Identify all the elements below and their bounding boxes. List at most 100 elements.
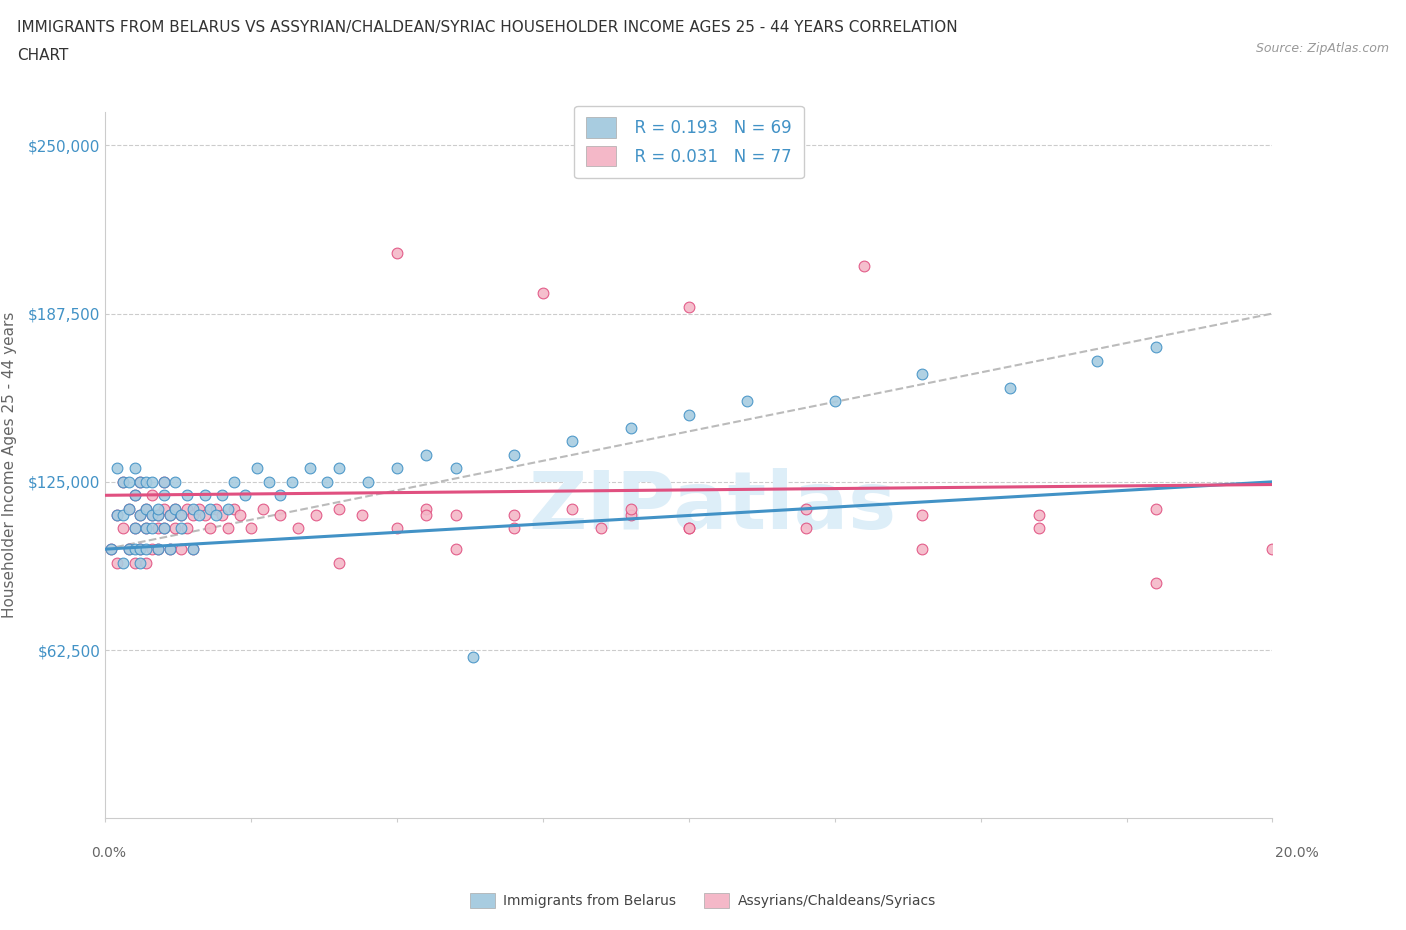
Point (170, 541, 193, 556)
Point (141, 508, 163, 523)
Point (129, 541, 152, 556)
Point (385, 246, 409, 260)
Point (146, 508, 169, 523)
Point (124, 488, 146, 503)
Point (678, 299, 700, 314)
Point (118, 501, 141, 516)
Point (181, 541, 204, 556)
Point (911, 366, 934, 381)
Point (111, 508, 134, 523)
Point (170, 508, 193, 523)
Point (385, 520, 409, 535)
Point (444, 508, 467, 523)
Point (124, 520, 146, 535)
Point (911, 541, 934, 556)
Point (328, 501, 350, 516)
Text: ZIPatlas: ZIPatlas (529, 469, 897, 547)
Point (998, 380, 1021, 395)
Point (135, 501, 157, 516)
Point (135, 520, 157, 535)
Point (100, 541, 122, 556)
Text: IMMIGRANTS FROM BELARUS VS ASSYRIAN/CHALDEAN/SYRIAC HOUSEHOLDER INCOME AGES 25 -: IMMIGRANTS FROM BELARUS VS ASSYRIAN/CHAL… (17, 20, 957, 35)
Point (194, 488, 217, 503)
Point (146, 541, 169, 556)
Point (794, 501, 817, 516)
Point (159, 541, 181, 556)
Point (281, 474, 304, 489)
Point (105, 508, 128, 523)
Point (328, 461, 350, 476)
Point (153, 520, 174, 535)
Point (503, 520, 526, 535)
Point (252, 501, 274, 516)
Point (235, 488, 257, 503)
Point (118, 541, 141, 556)
Point (181, 541, 204, 556)
Point (124, 488, 146, 503)
Point (852, 259, 875, 273)
Point (678, 520, 700, 535)
Point (269, 488, 292, 503)
Point (1028, 520, 1050, 535)
Point (352, 508, 374, 523)
Legend: Immigrants from Belarus, Assyrians/Chaldeans/Syriacs: Immigrants from Belarus, Assyrians/Chald… (464, 887, 942, 914)
Point (187, 508, 209, 523)
Point (222, 474, 245, 489)
Point (165, 474, 187, 489)
Point (118, 541, 141, 556)
Point (531, 286, 554, 300)
Point (211, 508, 233, 523)
Text: Source: ZipAtlas.com: Source: ZipAtlas.com (1256, 42, 1389, 55)
Point (181, 501, 204, 516)
Point (246, 461, 269, 476)
Point (124, 461, 146, 476)
Point (153, 488, 174, 503)
Point (316, 474, 339, 489)
Point (1087, 353, 1109, 368)
Point (222, 501, 245, 516)
Point (124, 541, 146, 556)
Point (503, 447, 526, 462)
Point (146, 541, 169, 556)
Point (240, 520, 263, 535)
Point (159, 508, 181, 523)
Point (737, 393, 759, 408)
Point (129, 508, 152, 523)
Point (118, 501, 141, 516)
Point (298, 461, 321, 476)
Point (1144, 501, 1167, 516)
Point (105, 555, 128, 570)
Point (444, 541, 467, 556)
Point (129, 474, 152, 489)
Point (124, 555, 146, 570)
Point (591, 520, 613, 535)
Point (619, 420, 641, 435)
Point (619, 508, 641, 523)
Point (211, 488, 233, 503)
Point (141, 520, 163, 535)
Y-axis label: Householder Income Ages 25 - 44 years: Householder Income Ages 25 - 44 years (1, 312, 17, 618)
Point (153, 474, 174, 489)
Point (1261, 541, 1284, 556)
Point (415, 501, 437, 516)
Point (205, 501, 228, 516)
Point (159, 508, 181, 523)
Point (415, 508, 437, 523)
Point (176, 501, 198, 516)
Point (159, 541, 181, 556)
Point (153, 474, 174, 489)
Point (678, 407, 700, 422)
Point (415, 447, 437, 462)
Point (357, 474, 380, 489)
Point (118, 474, 141, 489)
Point (146, 520, 169, 535)
Point (100, 541, 122, 556)
Point (129, 555, 152, 570)
Point (194, 508, 217, 523)
Point (205, 508, 228, 523)
Legend:   R = 0.193   N = 69,   R = 0.031   N = 77: R = 0.193 N = 69, R = 0.031 N = 77 (574, 106, 804, 179)
Point (129, 508, 152, 523)
Point (111, 474, 134, 489)
Point (1144, 576, 1167, 591)
Point (135, 501, 157, 516)
